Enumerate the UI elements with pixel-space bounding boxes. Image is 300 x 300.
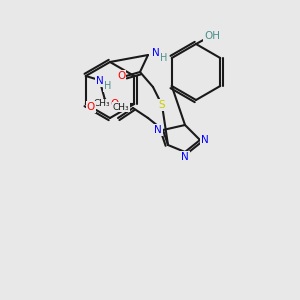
Text: OH: OH bbox=[204, 31, 220, 41]
Text: N: N bbox=[96, 76, 103, 86]
Text: N: N bbox=[201, 135, 209, 145]
Text: CH₃: CH₃ bbox=[112, 103, 129, 112]
Text: N: N bbox=[152, 48, 160, 58]
Text: O: O bbox=[87, 102, 95, 112]
Text: O: O bbox=[117, 71, 125, 81]
Text: N: N bbox=[181, 152, 189, 162]
Text: O: O bbox=[110, 99, 118, 109]
Text: H: H bbox=[104, 81, 111, 91]
Text: S: S bbox=[159, 100, 165, 110]
Text: H: H bbox=[160, 53, 168, 63]
Text: CH₃: CH₃ bbox=[94, 100, 111, 109]
Text: N: N bbox=[154, 125, 162, 135]
